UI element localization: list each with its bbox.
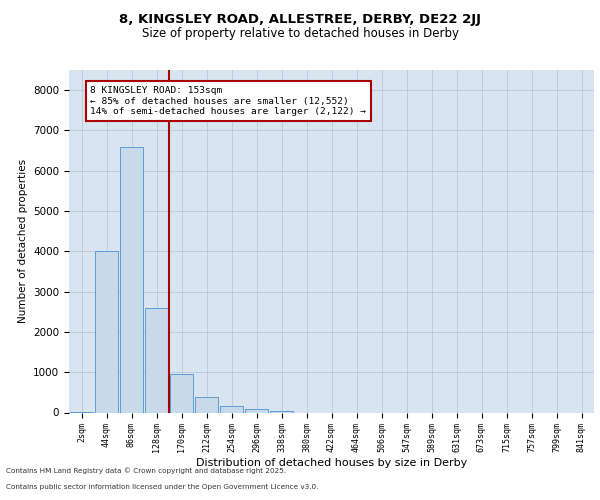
Bar (170, 374, 193, 412)
Text: Size of property relative to detached houses in Derby: Size of property relative to detached ho… (142, 28, 458, 40)
Text: Contains public sector information licensed under the Open Government Licence v3: Contains public sector information licen… (6, 484, 319, 490)
Bar (194, 397, 218, 412)
Bar (245, 410, 268, 412)
Text: Contains HM Land Registry data © Crown copyright and database right 2025.: Contains HM Land Registry data © Crown c… (6, 467, 286, 473)
X-axis label: Distribution of detached houses by size in Derby: Distribution of detached houses by size … (196, 458, 467, 468)
Text: 8, KINGSLEY ROAD, ALLESTREE, DERBY, DE22 2JJ: 8, KINGSLEY ROAD, ALLESTREE, DERBY, DE22… (119, 12, 481, 26)
Bar (95, 252, 118, 412)
Bar (145, 308, 169, 412)
Text: 8 KINGSLEY ROAD: 153sqm
← 85% of detached houses are smaller (12,552)
14% of sem: 8 KINGSLEY ROAD: 153sqm ← 85% of detache… (90, 86, 366, 116)
Y-axis label: Number of detached properties: Number of detached properties (17, 159, 28, 324)
Bar (119, 146, 143, 412)
Bar (220, 406, 244, 412)
